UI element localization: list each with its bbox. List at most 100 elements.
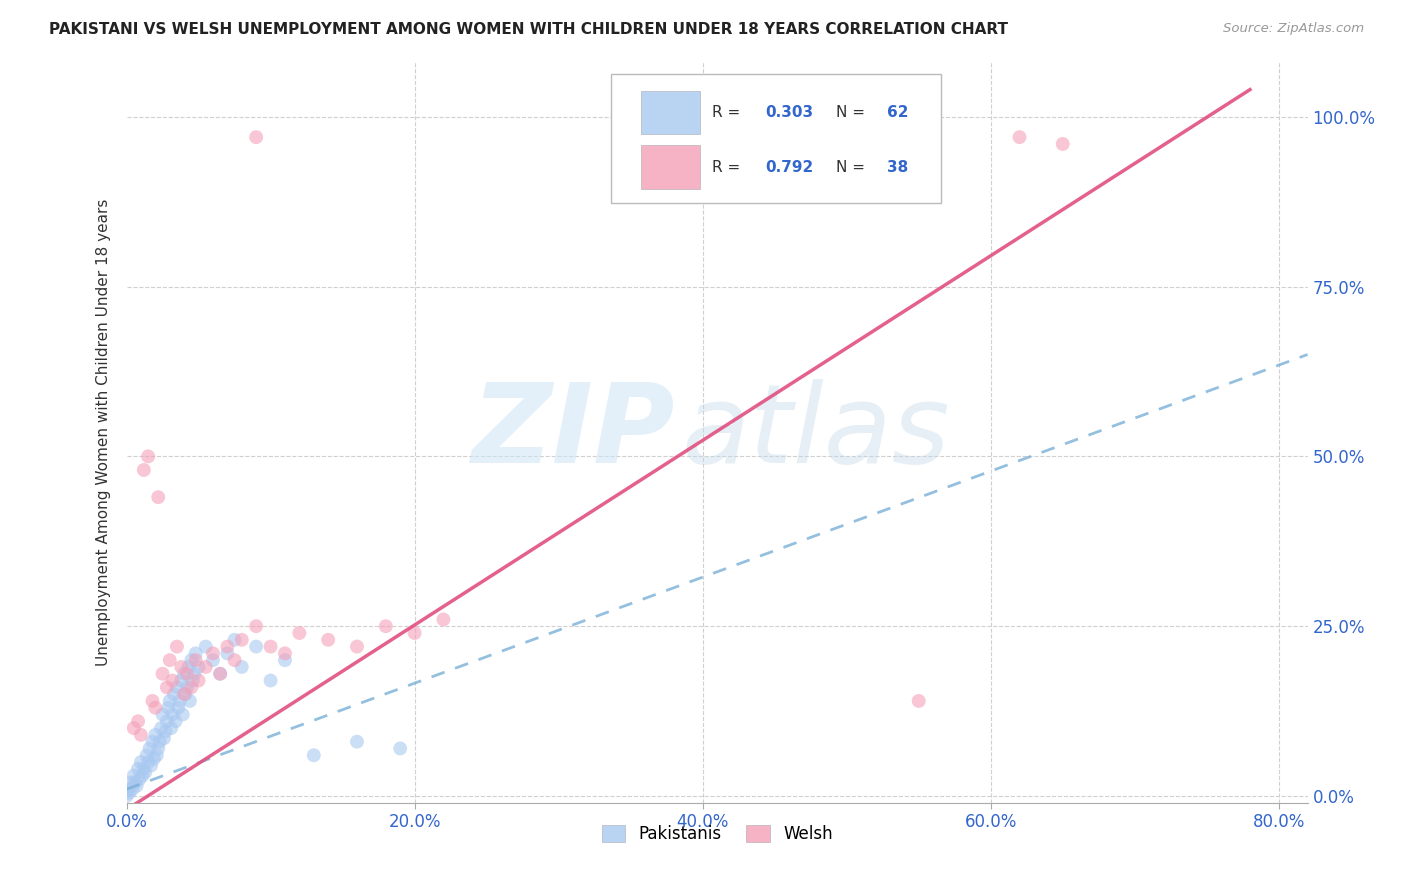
FancyBboxPatch shape bbox=[641, 145, 700, 189]
Point bbox=[302, 748, 325, 763]
Point bbox=[174, 687, 197, 701]
Point bbox=[160, 721, 183, 735]
FancyBboxPatch shape bbox=[641, 91, 700, 135]
Point bbox=[201, 646, 224, 660]
Point bbox=[162, 673, 184, 688]
Point bbox=[181, 673, 204, 688]
Point bbox=[374, 619, 396, 633]
Point bbox=[177, 660, 200, 674]
Point bbox=[128, 772, 150, 786]
Point bbox=[245, 640, 267, 654]
Point bbox=[143, 700, 166, 714]
Text: 0.792: 0.792 bbox=[765, 160, 813, 175]
Point bbox=[132, 762, 155, 776]
Point bbox=[120, 775, 142, 789]
Point bbox=[117, 782, 139, 797]
Point bbox=[131, 769, 153, 783]
Point bbox=[148, 490, 170, 504]
Point bbox=[152, 666, 174, 681]
Point bbox=[245, 130, 267, 145]
Point bbox=[115, 789, 138, 803]
Point bbox=[134, 765, 156, 780]
Point bbox=[194, 640, 217, 654]
Text: N =: N = bbox=[837, 160, 870, 175]
Point bbox=[201, 653, 224, 667]
Point bbox=[180, 681, 202, 695]
Point bbox=[245, 619, 267, 633]
Point bbox=[224, 653, 246, 667]
Point bbox=[346, 734, 368, 748]
Point bbox=[217, 646, 239, 660]
Point bbox=[149, 734, 172, 748]
Point bbox=[180, 653, 202, 667]
Point bbox=[148, 741, 170, 756]
Point bbox=[150, 721, 173, 735]
Text: ZIP: ZIP bbox=[472, 379, 676, 486]
Point bbox=[173, 687, 195, 701]
Point bbox=[129, 755, 152, 769]
Point bbox=[141, 694, 163, 708]
Point bbox=[152, 707, 174, 722]
Point bbox=[136, 450, 159, 464]
Point bbox=[162, 707, 184, 722]
Text: N =: N = bbox=[837, 105, 870, 120]
Point bbox=[159, 653, 181, 667]
Point bbox=[139, 758, 162, 772]
Point bbox=[143, 728, 166, 742]
Point bbox=[155, 724, 177, 739]
Point bbox=[118, 786, 141, 800]
Point bbox=[194, 660, 217, 674]
Point bbox=[274, 653, 297, 667]
Text: PAKISTANI VS WELSH UNEMPLOYMENT AMONG WOMEN WITH CHILDREN UNDER 18 YEARS CORRELA: PAKISTANI VS WELSH UNEMPLOYMENT AMONG WO… bbox=[49, 22, 1008, 37]
Point bbox=[404, 626, 426, 640]
Point bbox=[153, 731, 176, 746]
Point bbox=[122, 721, 145, 735]
Point bbox=[432, 612, 454, 626]
Point bbox=[217, 640, 239, 654]
Point bbox=[346, 640, 368, 654]
Point bbox=[259, 673, 281, 688]
Text: 38: 38 bbox=[887, 160, 908, 175]
Point bbox=[183, 666, 205, 681]
Point bbox=[1008, 130, 1031, 145]
Point bbox=[157, 700, 180, 714]
Point bbox=[179, 694, 201, 708]
Point bbox=[121, 782, 143, 797]
Point bbox=[138, 741, 160, 756]
Text: R =: R = bbox=[711, 160, 745, 175]
Point bbox=[224, 632, 246, 647]
Point bbox=[1052, 136, 1074, 151]
Point bbox=[907, 694, 929, 708]
Text: atlas: atlas bbox=[682, 379, 950, 486]
Point bbox=[169, 694, 191, 708]
Point bbox=[170, 673, 193, 688]
Point bbox=[142, 752, 165, 766]
Point bbox=[389, 741, 412, 756]
Point bbox=[122, 769, 145, 783]
Point bbox=[187, 660, 209, 674]
Point bbox=[184, 646, 207, 660]
Point bbox=[125, 779, 148, 793]
Point bbox=[176, 666, 198, 681]
Point bbox=[136, 755, 159, 769]
Point bbox=[231, 632, 253, 647]
Point bbox=[166, 681, 188, 695]
Point bbox=[129, 728, 152, 742]
Point bbox=[159, 694, 181, 708]
Point bbox=[166, 640, 188, 654]
Point bbox=[187, 673, 209, 688]
Point bbox=[127, 762, 149, 776]
Text: 62: 62 bbox=[887, 105, 908, 120]
Point bbox=[173, 666, 195, 681]
Point bbox=[167, 700, 190, 714]
Point bbox=[146, 748, 169, 763]
Point bbox=[209, 666, 232, 681]
Point bbox=[132, 463, 155, 477]
Point bbox=[135, 748, 157, 763]
Point bbox=[209, 666, 232, 681]
Point bbox=[156, 681, 179, 695]
Point bbox=[141, 734, 163, 748]
Point bbox=[274, 646, 297, 660]
Point bbox=[176, 681, 198, 695]
Point bbox=[124, 775, 146, 789]
